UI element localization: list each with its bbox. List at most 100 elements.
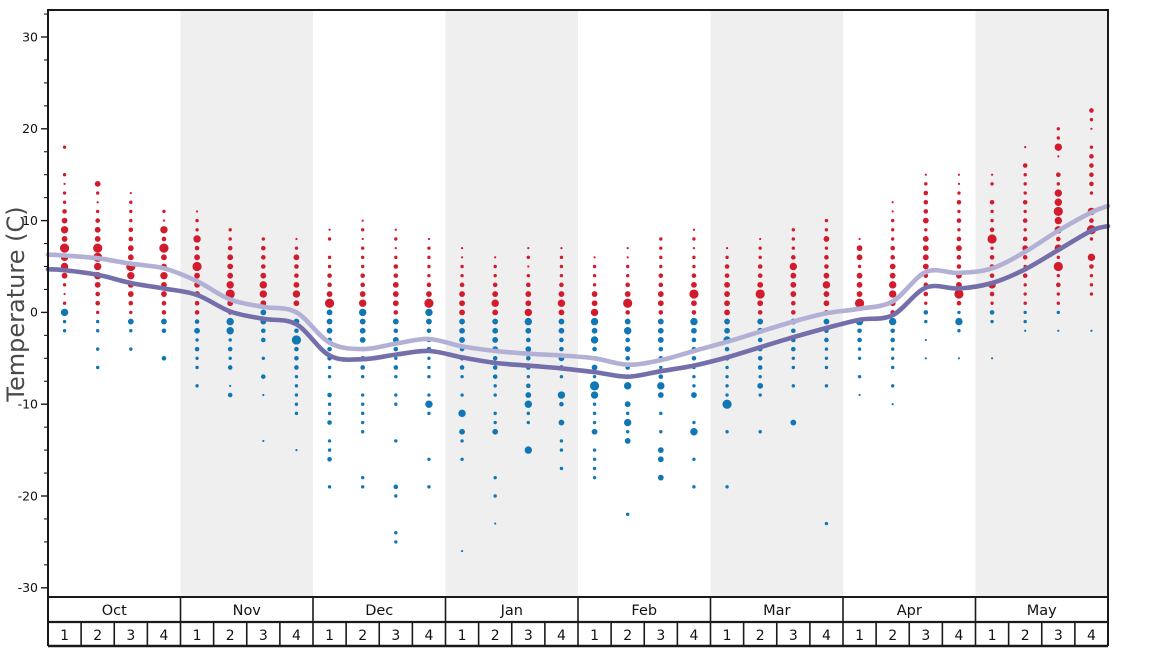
high-temp-dot (724, 281, 730, 288)
high-temp-dot (890, 255, 895, 260)
high-temp-dot (1056, 136, 1061, 140)
high-temp-dot (93, 262, 102, 271)
high-temp-dot (757, 273, 763, 278)
low-temp-dot (294, 384, 299, 388)
low-temp-dot (493, 420, 497, 425)
high-temp-dot (790, 291, 797, 297)
high-temp-dot (987, 234, 997, 244)
low-temp-dot (824, 365, 829, 370)
high-temp-dot (789, 262, 798, 271)
high-temp-dot (525, 291, 532, 297)
low-temp-dot (261, 328, 266, 334)
low-temp-dot (327, 456, 332, 462)
low-temp-dot (195, 365, 199, 370)
high-temp-dot (261, 255, 266, 260)
high-temp-dot (755, 289, 765, 299)
high-temp-dot (227, 245, 233, 251)
high-temp-dot (360, 246, 365, 250)
low-temp-dot (95, 319, 100, 324)
high-temp-dot (854, 298, 865, 308)
low-temp-dot (592, 374, 597, 379)
low-temp-dot (657, 447, 664, 453)
low-temp-dot (460, 549, 464, 553)
high-temp-dot (524, 308, 533, 317)
high-temp-dot (990, 301, 994, 305)
high-temp-dot (1056, 292, 1061, 296)
low-temp-dot (858, 393, 861, 397)
low-temp-dot (294, 346, 299, 352)
low-temp-dot (393, 484, 399, 490)
high-temp-dot (295, 237, 298, 241)
high-temp-dot (460, 273, 464, 278)
low-temp-dot (261, 337, 266, 343)
low-temp-dot (890, 384, 895, 388)
low-temp-dot (294, 411, 299, 416)
high-temp-dot (889, 263, 896, 270)
low-temp-dot (725, 374, 729, 379)
low-temp-dot (360, 485, 365, 489)
low-temp-dot (592, 457, 597, 461)
high-temp-dot (956, 245, 962, 252)
high-temp-dot (1087, 253, 1096, 262)
high-temp-dot (625, 310, 630, 315)
high-temp-dot (1089, 163, 1094, 168)
high-temp-dot (394, 255, 398, 260)
high-temp-dot (62, 191, 67, 195)
high-temp-dot (1022, 255, 1028, 260)
high-temp-dot (689, 289, 699, 299)
week-label: 4 (822, 628, 831, 644)
low-temp-dot (888, 317, 897, 326)
high-temp-dot (59, 243, 70, 253)
low-temp-dot (1056, 310, 1061, 315)
low-temp-dot (129, 347, 133, 351)
low-temp-dot (692, 457, 696, 461)
high-temp-dot (1022, 199, 1028, 205)
high-temp-dot (63, 182, 66, 185)
high-temp-dot (195, 228, 199, 232)
low-temp-dot (524, 317, 533, 326)
high-temp-dot (192, 261, 202, 272)
high-temp-dot (924, 173, 927, 176)
high-temp-dot (160, 226, 168, 234)
high-temp-dot (691, 310, 697, 315)
high-temp-dot (95, 209, 100, 214)
low-temp-dot (657, 456, 664, 463)
high-temp-dot (890, 228, 895, 232)
week-label: 3 (921, 628, 930, 644)
high-temp-dot (1053, 261, 1063, 272)
high-temp-dot (361, 219, 364, 222)
low-temp-dot (592, 402, 597, 406)
low-temp-dot (526, 411, 531, 416)
low-temp-dot (589, 381, 600, 391)
high-temp-dot (1056, 273, 1061, 278)
week-label: 3 (391, 628, 400, 644)
high-temp-dot (1054, 216, 1063, 225)
low-temp-dot (559, 337, 564, 343)
low-temp-dot (624, 401, 631, 408)
low-temp-dot (95, 365, 100, 370)
low-temp-dot (957, 310, 961, 315)
low-temp-dot (294, 402, 299, 406)
low-temp-dot (890, 337, 895, 343)
low-temp-dot (692, 420, 696, 425)
high-temp-dot (989, 291, 995, 297)
low-temp-dot (459, 337, 465, 343)
high-temp-dot (394, 247, 397, 250)
low-temp-dot (924, 338, 927, 342)
low-temp-dot (326, 318, 333, 325)
low-temp-dot (393, 365, 399, 370)
low-temp-dot (524, 446, 533, 454)
low-temp-dot (823, 318, 830, 325)
low-temp-dot (659, 365, 663, 370)
low-temp-dot (592, 448, 597, 452)
high-temp-dot (791, 255, 796, 260)
low-temp-dot (460, 374, 464, 379)
week-label: 2 (358, 628, 367, 644)
low-temp-dot (129, 329, 133, 333)
low-temp-dot (623, 382, 632, 390)
low-temp-dot (791, 346, 796, 352)
high-temp-dot (758, 255, 762, 260)
low-temp-dot (262, 439, 265, 443)
low-temp-dot (891, 403, 894, 406)
high-temp-dot (128, 227, 134, 233)
